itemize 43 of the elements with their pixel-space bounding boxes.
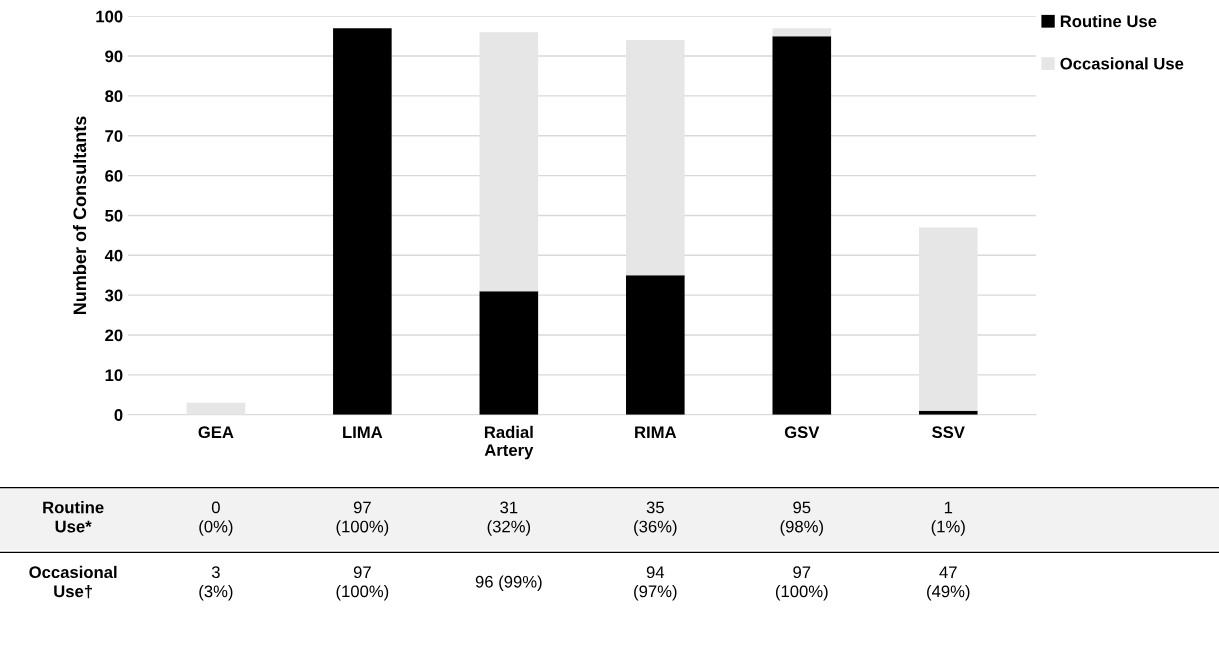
y-tick-label: 100 xyxy=(96,10,123,23)
text: Routine Use* xyxy=(43,501,104,533)
y-tick-label: 40 xyxy=(104,249,123,262)
y-tick-label: 90 xyxy=(105,50,123,63)
text: 47 (49%) xyxy=(927,566,970,601)
text: 35 (36%) xyxy=(634,501,677,536)
text: 3 (3%) xyxy=(199,566,233,601)
x-tick-label: Radial Artery xyxy=(484,425,534,460)
text: 97 (100%) xyxy=(336,501,389,536)
text: 31 (32%) xyxy=(487,501,531,536)
text: Occasional Use† xyxy=(29,565,117,599)
bar xyxy=(772,36,832,415)
y-tick-label: 60 xyxy=(105,170,123,182)
bar xyxy=(918,227,978,411)
legend-label: Routine Use xyxy=(1060,14,1157,28)
x-tick-label: LIMA xyxy=(343,426,383,438)
bar xyxy=(333,28,392,415)
x-tick-label: SSV xyxy=(932,426,965,439)
text: 97 (100%) xyxy=(336,566,389,601)
bar xyxy=(626,40,685,276)
x-tick-label: GEA xyxy=(198,426,234,439)
bar xyxy=(186,402,246,415)
bar xyxy=(772,28,832,37)
y-tick-label: 70 xyxy=(105,130,123,142)
bar xyxy=(479,291,539,415)
y-tick-label: 20 xyxy=(105,329,123,342)
x-tick-label: GSV xyxy=(784,426,820,439)
y-tick-label: 0 xyxy=(114,409,123,421)
text: 97 (100%) xyxy=(775,566,828,601)
text: 94 (97%) xyxy=(634,566,677,601)
bar xyxy=(626,275,685,415)
legend-label: Occasional Use xyxy=(1060,57,1184,70)
y-tick-label: 10 xyxy=(105,369,123,382)
bar xyxy=(479,32,539,292)
y-tick-label: 30 xyxy=(104,289,123,302)
text: 1 (1%) xyxy=(931,501,965,536)
x-tick-label: RIMA xyxy=(635,426,677,438)
text: 0 (0%) xyxy=(199,501,233,536)
text: 96 (99%) xyxy=(475,575,542,591)
text: 95 (98%) xyxy=(780,501,823,536)
y-axis-title: Number of Consultants xyxy=(72,116,87,315)
y-tick-label: 80 xyxy=(105,90,123,103)
y-tick-label: 50 xyxy=(105,209,123,222)
